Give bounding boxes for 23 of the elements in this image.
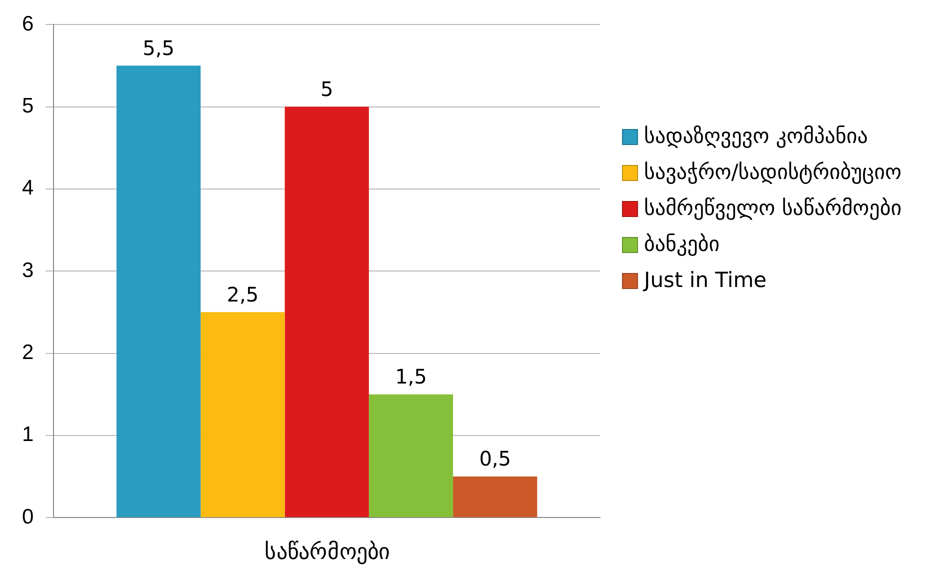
legend-label: ბანკები — [644, 231, 720, 258]
data-label: 2,5 — [226, 282, 259, 306]
legend-label: სადაზღვევო კომპანია — [644, 123, 868, 150]
bar — [453, 476, 538, 518]
y-tick-label: 1 — [22, 423, 34, 446]
y-tick-label: 6 — [22, 12, 34, 36]
y-tick-label: 3 — [22, 258, 34, 282]
y-tick-label: 5 — [22, 94, 34, 118]
bar — [200, 312, 285, 518]
data-label: 0,5 — [479, 446, 512, 471]
y-tick-label: 0 — [22, 505, 34, 528]
bar — [368, 394, 454, 518]
x-tick-label: საწარმოები — [264, 538, 390, 565]
bar — [284, 106, 369, 518]
y-tick-label: 4 — [22, 176, 34, 200]
y-tick-label: 2 — [22, 341, 34, 364]
bar — [116, 66, 201, 518]
legend-label: Just in Time — [644, 267, 767, 294]
legend-label: სამრეწველო საწარმოები — [644, 195, 902, 222]
legend-label: სავაჭრო/სადისტრიბუციო — [644, 159, 902, 186]
data-label: 5,5 — [142, 36, 174, 60]
data-label: 5 — [320, 76, 334, 101]
data-label: 1,5 — [395, 364, 427, 389]
